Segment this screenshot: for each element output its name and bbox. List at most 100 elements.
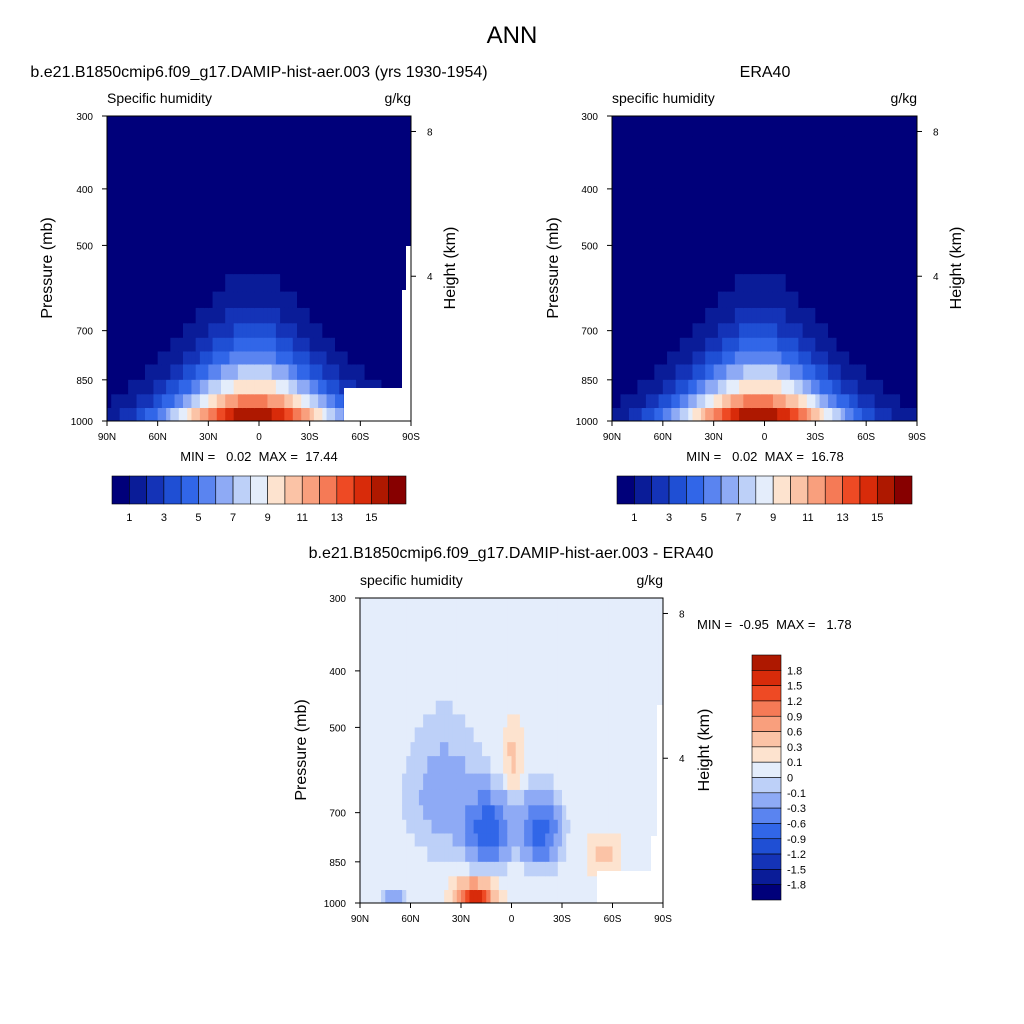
contour-cell <box>591 890 597 903</box>
contour-cell <box>259 351 264 366</box>
contour-cell <box>183 274 188 293</box>
contour-cell <box>806 245 812 261</box>
contour-cell <box>912 147 917 163</box>
contour-cell <box>730 218 736 234</box>
contour-cell <box>377 323 383 339</box>
contour-cell <box>237 260 243 275</box>
contour-cell <box>254 147 260 163</box>
contour-cell <box>650 789 656 806</box>
contour-cell <box>802 323 808 339</box>
contour-cell <box>254 175 260 190</box>
contour-cell <box>166 136 171 149</box>
contour-cell <box>157 307 163 324</box>
contour-cell <box>389 833 395 848</box>
contour-cell <box>612 861 618 877</box>
contour-cell <box>373 188 378 205</box>
subtitle-units: g/kg <box>637 572 663 588</box>
contour-cell <box>364 700 370 716</box>
contour-cell <box>562 629 567 645</box>
contour-cell <box>675 274 681 293</box>
contour-cell <box>772 218 778 234</box>
contour-cell <box>288 379 294 395</box>
contour-cell <box>136 245 142 261</box>
contour-cell <box>482 657 487 672</box>
contour-cell <box>368 162 374 177</box>
contour-cell <box>208 408 214 421</box>
contour-cell <box>662 218 668 234</box>
contour-cell <box>883 323 888 339</box>
contour-cell <box>208 323 214 339</box>
contour-cell <box>625 686 630 702</box>
contour-cell <box>768 136 774 149</box>
contour-cell <box>874 175 880 190</box>
contour-cell <box>895 124 901 137</box>
contour-cell <box>849 379 855 395</box>
contour-cell <box>195 337 201 353</box>
contour-cell <box>646 686 651 702</box>
contour-cell <box>132 162 138 177</box>
contour-cell <box>832 218 838 234</box>
contour-cell <box>612 644 618 659</box>
contour-cell <box>811 147 816 163</box>
contour-cell <box>123 204 129 220</box>
contour-cell <box>789 408 795 421</box>
contour-cell <box>486 618 492 631</box>
contour-cell <box>781 204 787 220</box>
contour-cell <box>878 274 884 293</box>
contour-cell <box>629 805 635 821</box>
contour-cell <box>115 162 121 177</box>
contour-cell <box>883 204 888 220</box>
contour-cell <box>452 846 458 863</box>
colorbar-label: -1.8 <box>787 880 806 892</box>
contour-cell <box>292 379 298 395</box>
contour-cell <box>216 274 222 293</box>
contour-cell <box>734 162 740 177</box>
contour-cell <box>612 846 618 863</box>
contour-cell <box>798 394 804 409</box>
contour-cell <box>811 274 816 293</box>
contour-cell <box>861 364 867 381</box>
contour-cell <box>545 629 550 645</box>
contour-cell <box>473 657 479 672</box>
contour-cell <box>645 188 651 205</box>
contour-cell <box>637 364 643 381</box>
contour-cell <box>360 323 366 339</box>
contour-cell <box>418 876 424 891</box>
contour-cell <box>874 408 880 421</box>
contour-cell <box>616 274 622 293</box>
contour-cell <box>633 742 639 757</box>
contour-cell <box>233 274 239 293</box>
contour-cell <box>591 598 597 607</box>
contour-cell <box>301 291 307 309</box>
contour-cell <box>503 742 508 757</box>
contour-cell <box>145 364 150 381</box>
contour-cell <box>641 686 647 702</box>
contour-cell <box>216 124 222 137</box>
contour-cell <box>562 644 567 659</box>
contour-cell <box>866 351 872 366</box>
contour-cell <box>427 670 433 687</box>
contour-cell <box>494 714 500 729</box>
contour-cell <box>789 218 795 234</box>
contour-cell <box>385 175 391 190</box>
contour-cell <box>819 291 825 309</box>
contour-cell <box>123 323 129 339</box>
contour-cell <box>259 291 264 309</box>
contour-cell <box>503 756 508 775</box>
contour-cell <box>435 861 441 877</box>
contour-cell <box>557 714 563 729</box>
contour-cell <box>628 274 634 293</box>
contour-cell <box>469 670 475 687</box>
contour-cell <box>819 323 825 339</box>
contour-cell <box>469 789 475 806</box>
contour-cell <box>473 606 479 619</box>
contour-cell <box>199 260 205 275</box>
figure-title: ANN <box>487 22 538 49</box>
contour-cell <box>372 618 378 631</box>
contour-cell <box>149 124 155 137</box>
contour-cell <box>628 351 634 366</box>
contour-cell <box>908 162 914 177</box>
contour-cell <box>418 890 424 903</box>
contour-cell <box>360 175 366 190</box>
colorbar-label: 11 <box>802 512 813 524</box>
